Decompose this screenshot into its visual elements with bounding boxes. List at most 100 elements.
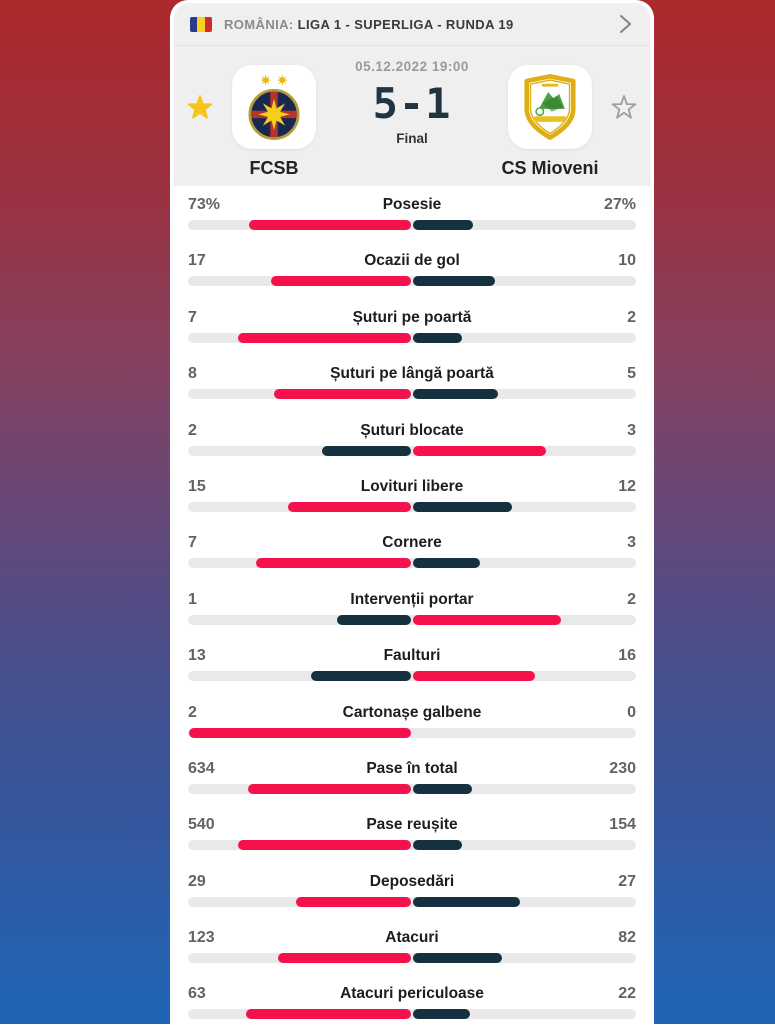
home-stat-value: 2 (188, 421, 197, 439)
favorite-star-home-icon[interactable] (186, 94, 214, 122)
home-stat-value: 8 (188, 365, 197, 383)
stat-label: Atacuri (385, 929, 439, 947)
away-stat-value: 10 (618, 252, 636, 270)
home-bar-fill (238, 332, 411, 343)
away-bar-fill (413, 558, 480, 569)
league-title: ROMÂNIA: LIGA 1 - SUPERLIGA - RUNDA 19 (224, 17, 514, 32)
stat-label: Faulturi (383, 647, 441, 665)
home-bar-fill (255, 558, 411, 569)
home-bar-fill (189, 727, 411, 738)
away-team-logo[interactable] (508, 65, 592, 149)
home-team-logo[interactable] (232, 65, 316, 149)
stat-row: 13 Faulturi 16 (174, 637, 650, 693)
league-header[interactable]: ROMÂNIA: LIGA 1 - SUPERLIGA - RUNDA 19 (174, 3, 650, 46)
stat-bar (188, 332, 636, 343)
away-stat-value: 12 (618, 477, 636, 495)
away-stat-value: 16 (618, 647, 636, 665)
stat-row: 7 Șuturi pe poartă 2 (174, 299, 650, 355)
home-stat-value: 63 (188, 985, 206, 1003)
away-bar-fill (413, 953, 502, 964)
away-bar-fill (413, 840, 463, 851)
away-bar-fill (413, 276, 496, 287)
stat-row: 123 Atacuri 82 (174, 919, 650, 975)
stat-label: Pase reușite (366, 816, 458, 834)
home-stat-value: 29 (188, 872, 206, 890)
cs-mioveni-crest-icon (524, 74, 576, 140)
away-stat-value: 22 (618, 985, 636, 1003)
home-bar-fill (248, 783, 411, 794)
stat-row: 540 Pase reușite 154 (174, 806, 650, 862)
away-bar-fill (413, 332, 463, 343)
away-stat-value: 154 (609, 816, 636, 834)
stat-bar (188, 220, 636, 230)
away-bar-fill (413, 445, 547, 456)
stat-label: Posesie (382, 196, 442, 213)
stat-bar (188, 953, 636, 964)
away-bar-fill (413, 896, 521, 907)
match-datetime: 05.12.2022 19:00 (355, 59, 469, 74)
away-stat-value: 82 (618, 929, 636, 947)
home-team-name[interactable]: FCSB (249, 158, 299, 178)
home-bar-fill (311, 671, 411, 682)
stat-row: 15 Lovituri libere 12 (174, 468, 650, 524)
chevron-right-icon[interactable] (616, 13, 634, 35)
away-bar-fill (413, 1009, 471, 1020)
stat-row: 29 Deposedări 27 (174, 863, 650, 919)
stat-label: Atacuri periculoase (340, 985, 484, 1003)
match-status: Final (396, 131, 428, 146)
stat-bar (188, 501, 636, 512)
home-stat-value: 2 (188, 703, 197, 721)
match-header: FCSB 05.12.2022 19:00 5-1 Final CS Miove… (174, 46, 650, 186)
stat-bar (188, 389, 636, 400)
home-bar-fill (296, 896, 411, 907)
home-stat-value: 7 (188, 308, 197, 326)
stat-bar (188, 276, 636, 287)
home-bar-fill (248, 220, 411, 230)
league-competition: LIGA 1 - SUPERLIGA - RUNDA 19 (297, 16, 514, 32)
stat-label: Intervenții portar (350, 590, 474, 608)
stat-bar (188, 1009, 636, 1020)
away-stat-value: 2 (627, 590, 636, 608)
stat-row: 73% Posesie 27% (174, 186, 650, 242)
stat-label: Deposedări (369, 872, 455, 890)
stat-label: Șuturi pe poartă (352, 308, 472, 326)
home-stat-value: 13 (188, 647, 206, 665)
stat-bar (188, 614, 636, 625)
home-stat-value: 7 (188, 534, 197, 552)
stat-row: 8 Șuturi pe lângă poartă 5 (174, 355, 650, 411)
away-bar-fill (413, 501, 512, 512)
league-country: ROMÂNIA: (224, 16, 294, 32)
away-stat-value: 3 (627, 421, 636, 439)
stat-row: 7 Cornere 3 (174, 524, 650, 580)
home-bar-fill (271, 276, 411, 287)
home-bar-fill (274, 389, 411, 400)
away-stat-value: 27% (603, 196, 636, 213)
stat-row: 634 Pase în total 230 (174, 750, 650, 806)
match-score: 5-1 (372, 79, 452, 128)
fcsb-crest-icon (248, 74, 300, 140)
stat-label: Șuturi pe lângă poartă (330, 365, 494, 383)
home-stat-value: 123 (188, 929, 215, 947)
stat-label: Șuturi blocate (360, 421, 464, 439)
home-stat-value: 634 (188, 759, 215, 777)
home-bar-fill (322, 445, 411, 456)
match-statistics-list: 73% Posesie 27% 17 Ocazii de gol 10 7 Șu… (174, 186, 650, 1032)
away-stat-value: 3 (627, 534, 636, 552)
home-stat-value: 540 (188, 816, 215, 834)
away-bar-fill (413, 671, 536, 682)
away-stat-value: 5 (627, 365, 636, 383)
away-bar-fill (413, 220, 473, 230)
away-bar-fill (413, 614, 561, 625)
favorite-star-away-icon[interactable] (610, 94, 638, 122)
stat-bar (188, 445, 636, 456)
stat-row: 2 Șuturi blocate 3 (174, 412, 650, 468)
away-team-name[interactable]: CS Mioveni (501, 158, 599, 178)
away-bar-fill (413, 783, 473, 794)
stat-label: Pase în total (366, 759, 458, 777)
home-bar-fill (337, 614, 411, 625)
away-bar-fill (413, 389, 499, 400)
stat-bar (188, 558, 636, 569)
stat-row: 1 Intervenții portar 2 (174, 581, 650, 637)
stat-label: Cartonașe galbene (342, 703, 482, 721)
stat-row: 63 Atacuri periculoase 22 (174, 975, 650, 1031)
